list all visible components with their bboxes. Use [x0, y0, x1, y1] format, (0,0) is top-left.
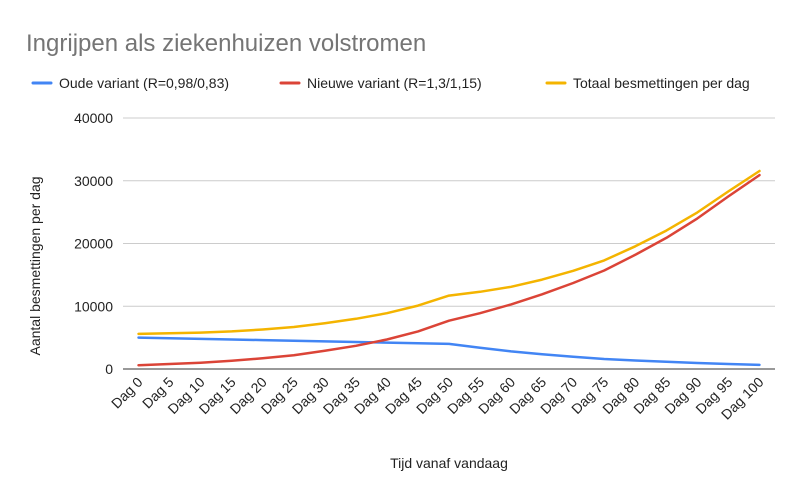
- x-tick-label: Dag 0: [108, 374, 146, 412]
- chart-title: Ingrijpen als ziekenhuizen volstromen: [26, 30, 426, 57]
- y-tick-label: 10000: [74, 298, 113, 314]
- x-axis-title: Tijd vanaf vandaag: [390, 455, 508, 471]
- y-tick-label: 0: [105, 361, 113, 377]
- y-axis-title: Aantal besmettingen per dag: [27, 176, 43, 355]
- y-tick-label: 40000: [74, 110, 113, 126]
- legend-label: Oude variant (R=0,98/0,83): [59, 75, 229, 91]
- legend-label: Nieuwe variant (R=1,3/1,15): [307, 75, 482, 91]
- series-line-1: [137, 336, 761, 367]
- legend-label: Totaal besmettingen per dag: [573, 75, 750, 91]
- y-tick-label: 30000: [74, 173, 113, 189]
- series-lines: [137, 169, 761, 367]
- y-axis-ticks: 0 10000 20000 30000 40000: [74, 110, 113, 377]
- series-line-3: [137, 169, 761, 336]
- series-line-2: [137, 173, 761, 367]
- legend: Oude variant (R=0,98/0,83) Nieuwe variant…: [31, 75, 750, 91]
- y-tick-label: 20000: [74, 236, 113, 252]
- gridlines: [123, 117, 775, 370]
